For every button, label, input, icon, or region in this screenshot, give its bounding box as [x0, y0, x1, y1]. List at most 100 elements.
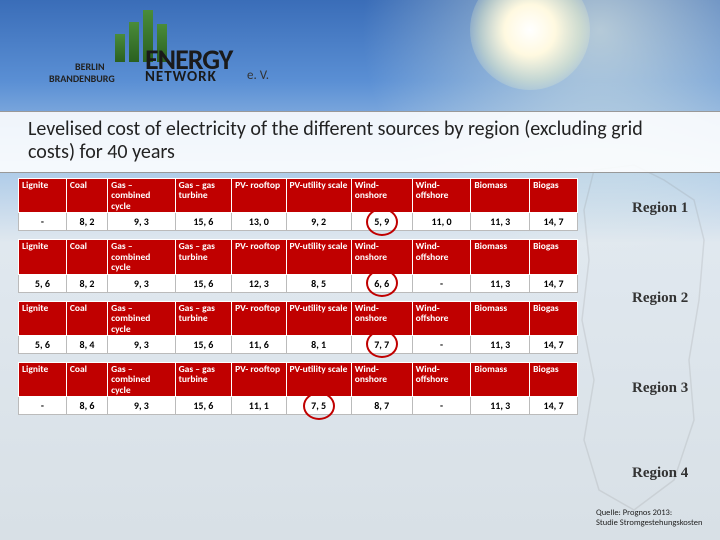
- lcoe-table-region-2: LigniteCoalGas – combined cycleGas – gas…: [18, 239, 578, 292]
- cell-value: 8, 2: [66, 274, 107, 292]
- page-title: Levelised cost of electricity of the dif…: [28, 118, 692, 164]
- col-header: Biomass: [471, 240, 530, 274]
- col-header: PV- rooftop: [232, 179, 286, 213]
- region-label-2: Region 2: [632, 290, 688, 307]
- cell-value: 7, 5: [286, 397, 351, 415]
- col-header: Lignite: [19, 301, 67, 335]
- lcoe-table-region-4: LigniteCoalGas – combined cycleGas – gas…: [18, 362, 578, 415]
- col-header: Lignite: [19, 240, 67, 274]
- cell-value: 8, 6: [66, 397, 107, 415]
- tables-container: LigniteCoalGas – combined cycleGas – gas…: [18, 178, 578, 423]
- col-header: Biomass: [471, 362, 530, 396]
- col-header: PV-utility scale: [286, 240, 351, 274]
- col-header: PV- rooftop: [232, 301, 286, 335]
- col-header: Coal: [66, 362, 107, 396]
- cell-value: 15, 6: [175, 213, 232, 231]
- region-label-1: Region 1: [632, 200, 688, 217]
- col-header: Coal: [66, 179, 107, 213]
- col-header: PV-utility scale: [286, 179, 351, 213]
- cell-value: 11, 3: [471, 213, 530, 231]
- col-header: Biomass: [471, 301, 530, 335]
- lcoe-table-region-3: LigniteCoalGas – combined cycleGas – gas…: [18, 301, 578, 354]
- table-row: 5, 68, 29, 315, 612, 38, 56, 6-11, 314, …: [19, 274, 578, 292]
- cell-value: 8, 1: [286, 335, 351, 353]
- table-row: -8, 69, 315, 611, 17, 58, 7-11, 314, 7: [19, 397, 578, 415]
- cell-value: 13, 0: [232, 213, 286, 231]
- logo-brandenburg: BRANDENBURG: [49, 72, 115, 95]
- region-block-1: LigniteCoalGas – combined cycleGas – gas…: [18, 178, 578, 231]
- cell-value: -: [19, 213, 67, 231]
- col-header: Gas – gas turbine: [175, 301, 232, 335]
- region-label-4: Region 4: [632, 465, 688, 482]
- table-row: 5, 68, 49, 315, 611, 68, 17, 7-11, 314, …: [19, 335, 578, 353]
- col-header: Gas – gas turbine: [175, 179, 232, 213]
- cell-value: 11, 0: [412, 213, 471, 231]
- cell-value: 8, 2: [66, 213, 107, 231]
- cell-value: 9, 3: [108, 274, 175, 292]
- col-header: Wind- onshore: [351, 362, 412, 396]
- cell-value: -: [19, 397, 67, 415]
- cell-value: 5, 6: [19, 335, 67, 353]
- col-header: Gas – combined cycle: [108, 362, 175, 396]
- cell-value: 14, 7: [530, 274, 578, 292]
- col-header: Gas – combined cycle: [108, 240, 175, 274]
- col-header: Lignite: [19, 362, 67, 396]
- col-header: Coal: [66, 301, 107, 335]
- region-block-4: LigniteCoalGas – combined cycleGas – gas…: [18, 362, 578, 415]
- cell-value: 15, 6: [175, 335, 232, 353]
- cell-value: 11, 3: [471, 335, 530, 353]
- cell-value: 15, 6: [175, 274, 232, 292]
- col-header: Gas – combined cycle: [108, 179, 175, 213]
- table-row: -8, 29, 315, 613, 09, 25, 911, 011, 314,…: [19, 213, 578, 231]
- cell-value: 5, 6: [19, 274, 67, 292]
- cell-value: 14, 7: [530, 213, 578, 231]
- region-block-2: LigniteCoalGas – combined cycleGas – gas…: [18, 239, 578, 292]
- cell-value: 9, 3: [108, 335, 175, 353]
- col-header: PV- rooftop: [232, 362, 286, 396]
- col-header: Wind- offshore: [412, 240, 471, 274]
- col-header: Wind- offshore: [412, 362, 471, 396]
- lcoe-table-region-1: LigniteCoalGas – combined cycleGas – gas…: [18, 178, 578, 231]
- cell-value: 11, 1: [232, 397, 286, 415]
- cell-value: 15, 6: [175, 397, 232, 415]
- cell-value: 9, 3: [108, 397, 175, 415]
- cell-value: 8, 5: [286, 274, 351, 292]
- cell-value: 11, 3: [471, 274, 530, 292]
- cell-value: 11, 3: [471, 397, 530, 415]
- col-header: Biogas: [530, 362, 578, 396]
- cell-value: -: [412, 274, 471, 292]
- logo-network: NETWORK: [145, 68, 217, 86]
- cell-value: 12, 3: [232, 274, 286, 292]
- region-label-3: Region 3: [632, 380, 688, 397]
- cell-value: 9, 3: [108, 213, 175, 231]
- col-header: Biogas: [530, 179, 578, 213]
- col-header: Gas – gas turbine: [175, 362, 232, 396]
- region-block-3: LigniteCoalGas – combined cycleGas – gas…: [18, 301, 578, 354]
- cell-value: 8, 7: [351, 397, 412, 415]
- title-bar: Levelised cost of electricity of the dif…: [0, 111, 720, 173]
- cell-value: -: [412, 397, 471, 415]
- logo-ev: e. V.: [247, 68, 269, 83]
- cell-value: 11, 6: [232, 335, 286, 353]
- col-header: Biogas: [530, 301, 578, 335]
- cell-value: 8, 4: [66, 335, 107, 353]
- logo: BERLIN BRANDENBURG ENERGY NETWORK e. V.: [75, 10, 295, 105]
- col-header: Gas – combined cycle: [108, 301, 175, 335]
- col-header: Wind- offshore: [412, 179, 471, 213]
- col-header: PV-utility scale: [286, 301, 351, 335]
- cell-value: 14, 7: [530, 397, 578, 415]
- col-header: Lignite: [19, 179, 67, 213]
- col-header: Biomass: [471, 179, 530, 213]
- cell-value: -: [412, 335, 471, 353]
- col-header: Biogas: [530, 240, 578, 274]
- col-header: PV- rooftop: [232, 240, 286, 274]
- cell-value: 14, 7: [530, 335, 578, 353]
- col-header: Gas – gas turbine: [175, 240, 232, 274]
- cell-value: 6, 6: [351, 274, 412, 292]
- col-header: Wind- offshore: [412, 301, 471, 335]
- col-header: Coal: [66, 240, 107, 274]
- source-footnote: Quelle: Prognos 2013:Studie Stromgestehu…: [596, 508, 702, 528]
- cell-value: 9, 2: [286, 213, 351, 231]
- cell-value: 5, 9: [351, 213, 412, 231]
- cell-value: 7, 7: [351, 335, 412, 353]
